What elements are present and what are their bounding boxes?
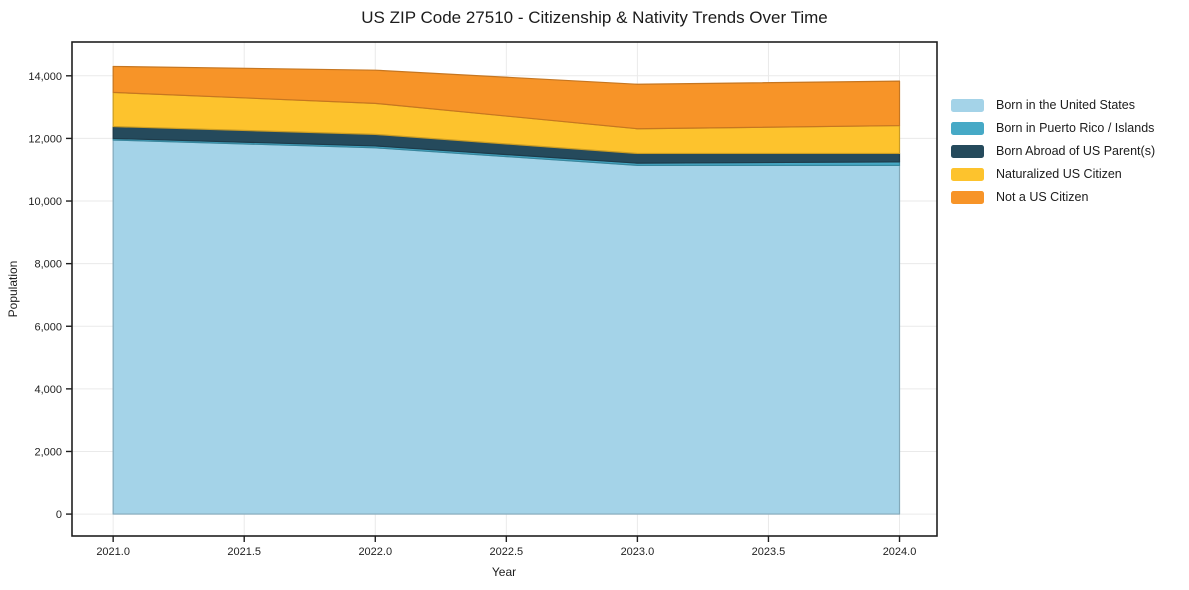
legend-label: Born Abroad of US Parent(s): [996, 144, 1156, 158]
legend: Born in the United States Born in Puerto …: [951, 99, 1155, 204]
y-tick-label: 0: [56, 509, 62, 521]
legend-label: Born in the United States: [996, 98, 1135, 112]
legend-swatch-icon: [951, 145, 984, 158]
y-tick-label: 14,000: [28, 71, 62, 83]
y-tick-label: 4,000: [34, 384, 62, 396]
x-tick-label: 2023.0: [621, 546, 655, 558]
legend-label: Naturalized US Citizen: [996, 167, 1122, 181]
legend-swatch-icon: [951, 99, 984, 112]
legend-label: Not a US Citizen: [996, 190, 1089, 204]
area-series-4: [112, 65, 901, 130]
legend-swatch-icon: [951, 191, 984, 204]
y-tick-label: 6,000: [34, 321, 62, 333]
legend-item: Naturalized US Citizen: [951, 168, 1155, 181]
y-axis-label: Population: [6, 260, 20, 318]
x-axis-label: Year: [491, 565, 517, 579]
x-tick-label: 2021.0: [96, 546, 130, 558]
area-series-0: [112, 139, 901, 515]
y-tick-label: 8,000: [34, 259, 62, 271]
legend-item: Born in the United States: [951, 99, 1155, 112]
x-tick-label: 2024.0: [883, 546, 917, 558]
chart-title: US ZIP Code 27510 - Citizenship & Nativi…: [361, 8, 828, 27]
legend-item: Born Abroad of US Parent(s): [951, 145, 1155, 158]
legend-label: Born in Puerto Rico / Islands: [996, 121, 1155, 135]
x-tick-label: 2022.5: [490, 546, 524, 558]
x-tick-label: 2022.0: [358, 546, 392, 558]
legend-item: Born in Puerto Rico / Islands: [951, 122, 1155, 135]
legend-item: Not a US Citizen: [951, 191, 1155, 204]
x-tick-label: 2021.5: [227, 546, 261, 558]
legend-swatch-icon: [951, 168, 984, 181]
y-tick-label: 2,000: [34, 446, 62, 458]
y-tick-label: 10,000: [28, 196, 62, 208]
x-tick-label: 2023.5: [752, 546, 786, 558]
axes-frame: [71, 41, 938, 537]
legend-swatch-icon: [951, 122, 984, 135]
y-tick-label: 12,000: [28, 133, 62, 145]
